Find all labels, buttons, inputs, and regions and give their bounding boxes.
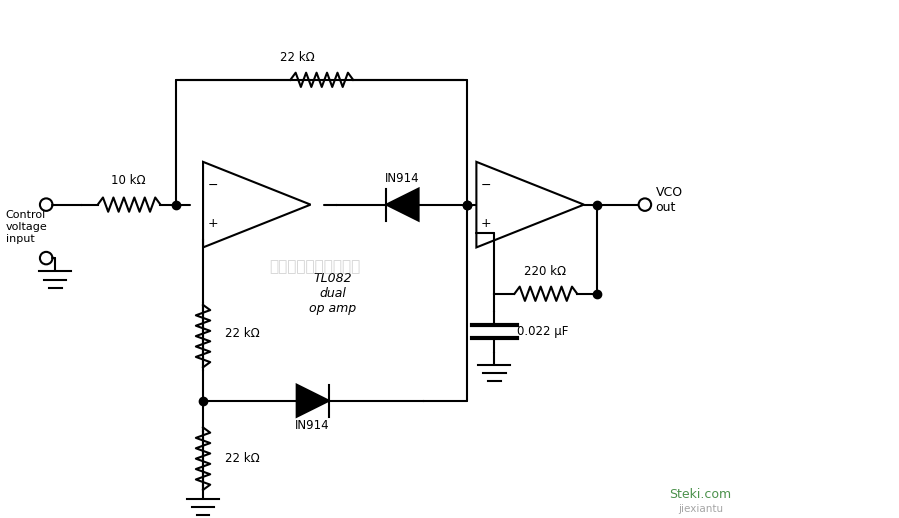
- Text: +: +: [481, 217, 492, 230]
- Text: jiexiantu: jiexiantu: [678, 505, 723, 514]
- Text: 0.022 μF: 0.022 μF: [517, 325, 568, 338]
- Text: −: −: [208, 179, 218, 192]
- Text: 22 kΩ: 22 kΩ: [226, 452, 260, 465]
- Text: Steki.com: Steki.com: [670, 488, 732, 501]
- Text: TL082
dual
op amp: TL082 dual op amp: [309, 272, 357, 315]
- Text: 22 kΩ: 22 kΩ: [280, 51, 315, 64]
- Text: −: −: [481, 179, 492, 192]
- Text: 深圳将睿科技有限公司: 深圳将睿科技有限公司: [270, 260, 360, 275]
- Text: IN914: IN914: [295, 419, 330, 431]
- Text: 10 kΩ: 10 kΩ: [111, 174, 146, 187]
- Text: IN914: IN914: [385, 172, 419, 185]
- Text: VCO
out: VCO out: [655, 186, 682, 214]
- Text: +: +: [208, 217, 218, 230]
- Polygon shape: [297, 385, 329, 417]
- Polygon shape: [387, 189, 419, 221]
- Text: Control
voltage
input: Control voltage input: [6, 210, 48, 243]
- Text: 22 kΩ: 22 kΩ: [226, 327, 260, 340]
- Text: 220 kΩ: 220 kΩ: [524, 265, 566, 278]
